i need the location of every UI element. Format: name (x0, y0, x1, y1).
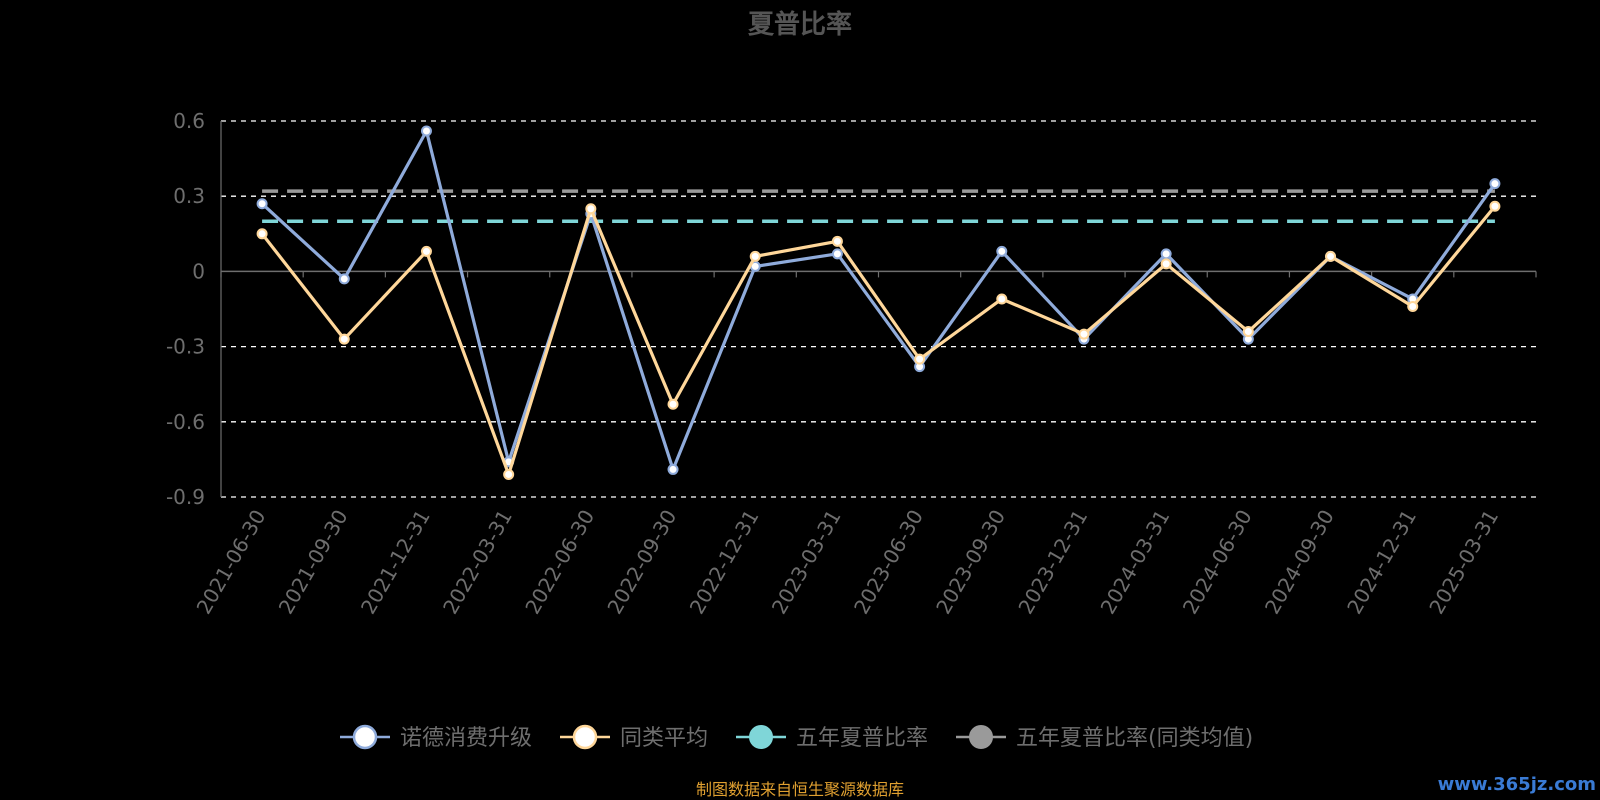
y-tick-label: 0.6 (173, 109, 205, 133)
reference-lines (262, 189, 1495, 224)
legend-label: 诺德消费升级 (400, 726, 532, 751)
x-tick-label: 2024-03-31 (1096, 506, 1175, 619)
watermark: www.365jz.com (1438, 774, 1596, 795)
chart-title: 夏普比率 (748, 9, 852, 40)
y-tick-label: 0.3 (173, 184, 205, 208)
data-point[interactable] (996, 245, 1008, 257)
data-point[interactable] (1160, 248, 1172, 260)
legend-label: 五年夏普比率(同类均值) (1016, 726, 1253, 751)
data-point[interactable] (420, 125, 432, 137)
data-point[interactable] (1325, 250, 1337, 262)
x-tick-label: 2021-12-31 (356, 506, 435, 619)
legend-marker-icon (352, 724, 378, 750)
x-axis: 2021-06-30 2021-09-30 2021-12-31 2022-03-31… (192, 270, 1537, 619)
x-tick-label: 2021-09-30 (274, 506, 353, 619)
legend-item[interactable]: 诺德消费升级 (340, 724, 532, 751)
x-tick-label: 2025-03-31 (1424, 506, 1503, 619)
y-tick-label: -0.3 (166, 335, 205, 359)
data-point[interactable] (256, 228, 268, 240)
data-point[interactable] (256, 198, 268, 210)
data-point[interactable] (996, 293, 1008, 305)
legend-item[interactable]: 五年夏普比率 (736, 725, 928, 751)
legend-item[interactable]: 五年夏普比率(同类均值) (956, 725, 1253, 751)
data-point[interactable] (831, 235, 843, 247)
data-point[interactable] (667, 398, 679, 410)
x-tick-label: 2023-12-31 (1013, 506, 1092, 619)
x-tick-label: 2024-12-31 (1342, 506, 1421, 619)
series-line (261, 129, 1497, 472)
legend-label: 同类平均 (620, 726, 708, 751)
x-tick-label: 2022-12-31 (685, 506, 764, 619)
data-point[interactable] (1160, 258, 1172, 270)
data-point[interactable] (420, 245, 432, 257)
data-point[interactable] (1489, 200, 1501, 212)
x-tick-label: 2023-06-30 (849, 506, 928, 619)
x-tick-label: 2023-09-30 (931, 506, 1010, 619)
data-point[interactable] (1489, 178, 1501, 190)
source-note: 制图数据来自恒生聚源数据库 (696, 780, 904, 799)
x-tick-label: 2022-03-31 (438, 506, 517, 619)
data-point[interactable] (585, 203, 597, 215)
data-point[interactable] (1078, 328, 1090, 340)
y-tick-label: 0 (192, 259, 205, 283)
y-tick-label: -0.6 (166, 410, 205, 434)
legend[interactable]: 诺德消费升级 同类平均 五年夏普比率 五年夏普比率(同类均值) (340, 724, 1253, 751)
x-tick-label: 2024-09-30 (1260, 506, 1339, 619)
data-point[interactable] (831, 248, 843, 260)
y-axis: 0.6 0.3 0 -0.3 -0.6 -0.9 (166, 109, 222, 509)
legend-marker-icon (749, 725, 773, 749)
data-point[interactable] (338, 333, 350, 345)
legend-item[interactable]: 同类平均 (560, 724, 708, 751)
data-point[interactable] (914, 353, 926, 365)
x-tick-label: 2021-06-30 (192, 506, 271, 619)
y-tick-label: -0.9 (166, 485, 205, 509)
legend-label: 五年夏普比率 (796, 726, 928, 751)
x-tick-label: 2022-09-30 (602, 506, 681, 619)
data-point[interactable] (1407, 300, 1419, 312)
x-tick-label: 2022-06-30 (520, 506, 599, 619)
data-point[interactable] (338, 273, 350, 285)
x-tick-label: 2024-06-30 (1178, 506, 1257, 619)
x-tick-label: 2023-03-31 (767, 506, 846, 619)
legend-marker-icon (572, 724, 598, 750)
data-point[interactable] (503, 468, 515, 480)
data-point[interactable] (749, 250, 761, 262)
data-point[interactable] (1242, 326, 1254, 338)
legend-marker-icon (969, 725, 993, 749)
series-lines (256, 125, 1501, 480)
series-line (260, 205, 1497, 477)
data-point[interactable] (667, 463, 679, 475)
